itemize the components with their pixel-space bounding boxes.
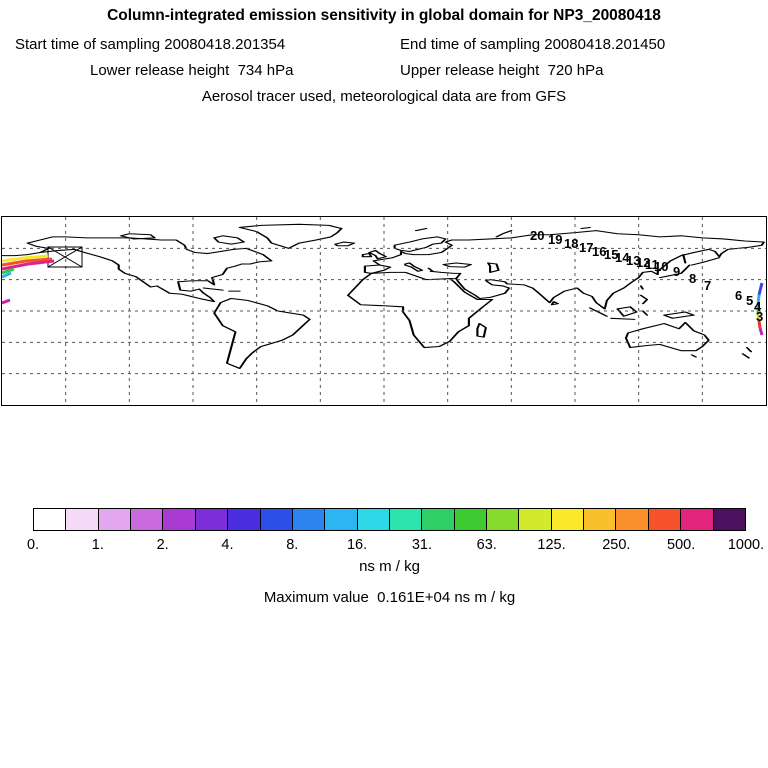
- trajectory-day-label: 13: [626, 253, 641, 268]
- map-overlay: 20 19 18 17 16 15 14 13 12 11 10 9 8 7 6 5 4 3: [2, 217, 766, 405]
- world-map: 20 19 18 17 16 15 14 13 12 11 10 9 8 7 6 5 4 3: [1, 216, 767, 406]
- plume-segment: [757, 282, 764, 296]
- trajectory-day-label: 6: [735, 288, 743, 303]
- start-time-label: Start time of sampling 20080418.201354: [15, 36, 286, 53]
- trajectory-day-label: 3: [756, 309, 764, 324]
- colorbar-cell: [389, 509, 423, 530]
- tick-label: 1000.: [727, 537, 765, 553]
- colorbar-cell: [357, 509, 390, 530]
- tick-label: 63.: [476, 537, 497, 553]
- trajectory-day-label: 18: [564, 236, 579, 251]
- colorbar-cell: [713, 509, 745, 530]
- tick-label: 125.: [537, 537, 566, 553]
- tick-label: 8.: [286, 537, 299, 553]
- tick-label: 4.: [221, 537, 234, 553]
- colorbar-cell: [292, 509, 326, 530]
- trajectory-day-label: 9: [673, 264, 681, 279]
- colorbar-cell: [34, 509, 67, 530]
- tick-label: 2.: [156, 537, 169, 553]
- trajectory-day-label: 7: [704, 278, 712, 293]
- colorbar-cell: [648, 509, 682, 530]
- colorbar-cell: [681, 509, 714, 530]
- plume-segment: [2, 254, 49, 263]
- colorbar-cell: [131, 509, 164, 530]
- upper-release-label: Upper release height 720 hPa: [400, 62, 604, 79]
- plume-segment: [2, 271, 12, 279]
- trajectory-day-label: 10: [654, 259, 669, 274]
- colorbar-cell: [325, 509, 358, 530]
- plume-segment: [2, 259, 55, 271]
- trajectory-day-label: 19: [548, 232, 563, 247]
- colorbar-cell: [195, 509, 229, 530]
- plume-segment: [2, 257, 53, 267]
- trajectory-day-label: 12: [636, 255, 651, 270]
- trajectory-day-label: 15: [604, 247, 619, 262]
- trajectory-day-label: 14: [615, 250, 630, 265]
- coastlines: [2, 223, 765, 369]
- colorbar-cell: [616, 509, 649, 530]
- colorbar-cell: [422, 509, 455, 530]
- end-time-label: End time of sampling 20080418.201450: [400, 36, 666, 53]
- trajectory-day-label: 5: [746, 293, 754, 308]
- trajectory-day-label: 4: [754, 299, 762, 314]
- tick-label: 0.: [26, 537, 40, 553]
- units-label: ns m / kg: [359, 558, 420, 575]
- plume-segment: [756, 294, 761, 306]
- colorbar-ticks: 0. 1. 2. 4. 8. 16. 31. 63. 125. 250. 500. 1000.: [27, 537, 764, 555]
- colorbar-cell: [66, 509, 99, 530]
- colorbar-cell: [519, 509, 552, 530]
- max-value-label: Maximum value 0.161E+04 ns m / kg: [263, 589, 516, 606]
- colorbar-cell: [454, 509, 488, 530]
- plume-segment: [756, 313, 761, 322]
- tick-label: 500.: [667, 537, 696, 553]
- page-title: Column-integrated emission sensitivity i…: [107, 7, 661, 24]
- trajectory-day-label: 8: [689, 271, 697, 286]
- tick-label: 1.: [91, 537, 104, 553]
- tick-label: 31.: [411, 537, 432, 553]
- colorbar-cell: [98, 509, 132, 530]
- trajectory-day-label: 11: [645, 257, 659, 272]
- colorbar-cell: [551, 509, 585, 530]
- colorbar-cell: [584, 509, 617, 530]
- lower-release-label: Lower release height 734 hPa: [90, 62, 294, 79]
- tick-label: 250.: [602, 537, 631, 553]
- map-graticule-and-plume: [2, 217, 766, 405]
- colorbar-cell: [487, 509, 520, 530]
- trajectory-day-label: 17: [579, 240, 594, 255]
- plume-segment: [757, 320, 762, 329]
- plume-segment: [2, 267, 15, 275]
- colorbar: [33, 508, 746, 531]
- plume-segment: [758, 327, 764, 336]
- colorbar-cell: [228, 509, 261, 530]
- trajectory-day-label: 20: [530, 228, 545, 243]
- colorbar-cell: [163, 509, 196, 530]
- tick-label: 16.: [346, 537, 368, 553]
- trajectory-day-label: 16: [592, 244, 607, 259]
- tracer-info-label: Aerosol tracer used, meteorological data…: [201, 88, 567, 105]
- colorbar-cell: [260, 509, 293, 530]
- plume-segment: [2, 298, 11, 305]
